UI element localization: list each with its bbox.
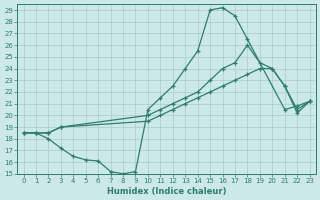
X-axis label: Humidex (Indice chaleur): Humidex (Indice chaleur) — [107, 187, 226, 196]
